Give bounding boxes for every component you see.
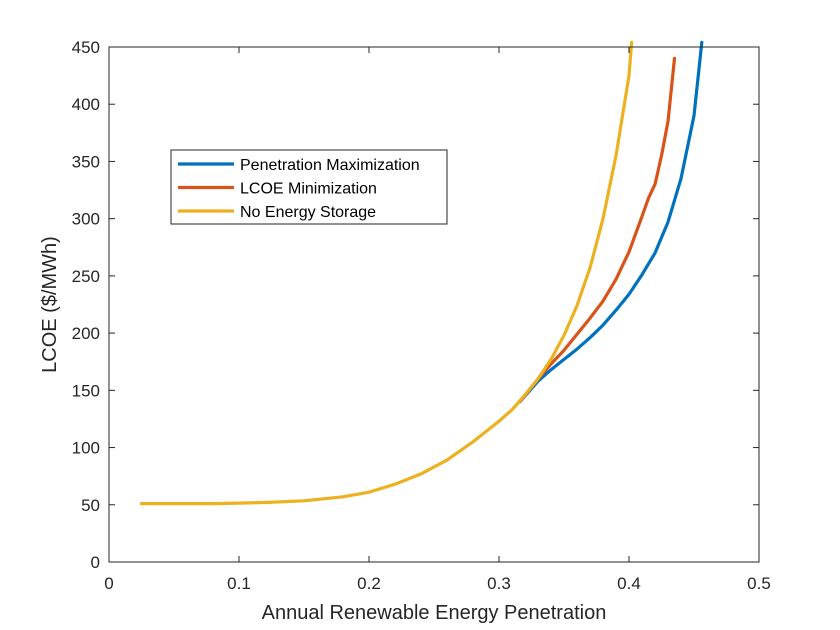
- y-tick-label: 50: [81, 496, 100, 515]
- y-tick-label: 300: [72, 210, 100, 229]
- plot-area: [109, 47, 759, 562]
- x-tick-label: 0.4: [617, 574, 641, 593]
- legend-label-1: Penetration Maximization: [240, 157, 420, 174]
- series-line-2: [518, 56, 677, 404]
- y-axis-title: LCOE ($/MWh): [39, 236, 61, 373]
- y-tick-label: 200: [72, 324, 100, 343]
- axes-box: [108, 46, 760, 563]
- x-tick-label: 0.5: [747, 574, 771, 593]
- y-tick-label: 450: [72, 38, 100, 57]
- legend-label-2: LCOE Minimization: [240, 181, 377, 198]
- y-tick-label: 100: [72, 439, 100, 458]
- y-tick-label: 350: [72, 152, 100, 171]
- x-tick-label: 0.1: [227, 574, 251, 593]
- y-tick-label: 250: [72, 267, 100, 286]
- legend-label-3: No Energy Storage: [240, 204, 376, 221]
- series-line-1: [518, 40, 704, 404]
- series-line-3: [139, 40, 634, 506]
- x-tick-label: 0.2: [357, 574, 381, 593]
- x-tick-label: 0: [104, 574, 113, 593]
- y-tick-label: 150: [72, 381, 100, 400]
- y-tick-label: 0: [91, 553, 100, 572]
- x-tick-label: 0.3: [487, 574, 511, 593]
- y-tick-label: 400: [72, 95, 100, 114]
- x-axis-title: Annual Renewable Energy Penetration: [262, 602, 607, 624]
